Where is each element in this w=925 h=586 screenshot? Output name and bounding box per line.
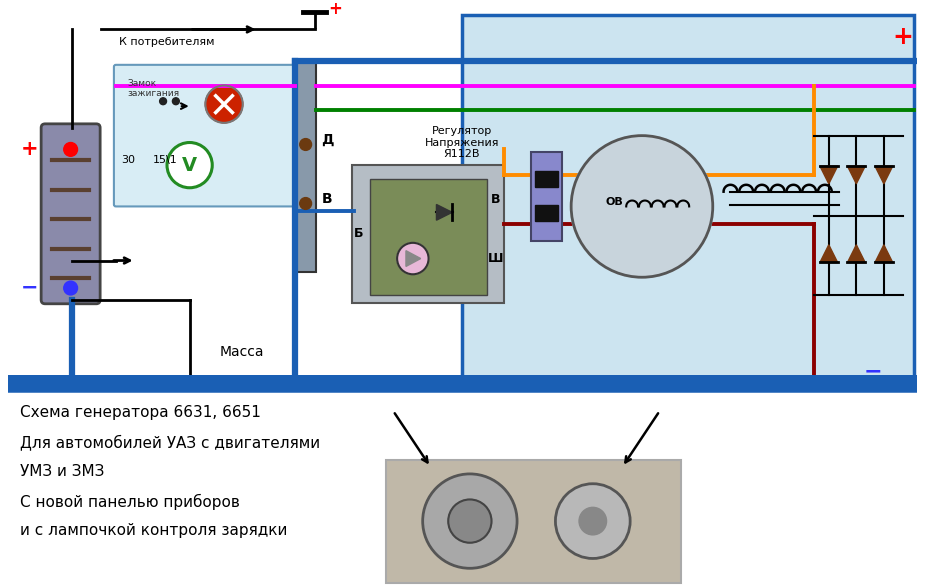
Text: ОВ: ОВ [606,196,623,206]
FancyBboxPatch shape [114,65,300,206]
Text: УМЗ и ЗМЗ: УМЗ и ЗМЗ [19,464,104,479]
Circle shape [449,499,491,543]
FancyBboxPatch shape [41,124,100,304]
Text: Замок
зажигания: Замок зажигания [128,79,179,98]
Bar [531,152,562,241]
Circle shape [167,142,212,188]
Circle shape [172,98,179,105]
Text: В: В [490,193,500,206]
Bar [352,165,504,303]
Circle shape [397,243,428,274]
Bar [7,374,918,389]
Circle shape [300,138,312,151]
Circle shape [160,98,166,105]
Text: Для автомобилей УАЗ с двигателями: Для автомобилей УАЗ с двигателями [19,435,320,451]
Circle shape [579,507,607,535]
Text: V: V [182,156,197,175]
Text: +: + [328,0,342,18]
Text: −: − [20,278,38,298]
Circle shape [555,483,630,558]
Text: С новой панелью приборов: С новой панелью приборов [19,493,240,510]
Text: Б: Б [354,227,364,240]
Text: 15\1: 15\1 [154,155,178,165]
Text: и с лампочкой контроля зарядки: и с лампочкой контроля зарядки [19,523,287,538]
Bar [535,206,559,221]
Text: В: В [321,192,332,206]
Text: 30: 30 [121,155,135,165]
Circle shape [423,474,517,568]
Polygon shape [875,245,893,263]
Polygon shape [847,166,865,184]
Text: Масса: Масса [219,345,264,359]
Text: +: + [892,25,913,49]
Text: Д: Д [321,132,334,146]
Circle shape [300,197,312,209]
Bar [387,460,682,583]
Polygon shape [406,251,421,267]
Circle shape [205,86,242,123]
Bar [462,15,914,379]
Polygon shape [875,166,893,184]
Text: Регулятор
Напряжения
Я112В: Регулятор Напряжения Я112В [425,126,500,159]
Text: Схема генератора 6631, 6651: Схема генератора 6631, 6651 [19,405,260,420]
Circle shape [64,281,78,295]
Polygon shape [847,245,865,263]
Bar [535,171,559,187]
Polygon shape [820,166,838,184]
Text: +: + [20,139,38,159]
Bar [295,61,316,272]
Text: Ш: Ш [487,252,503,265]
Polygon shape [820,245,838,263]
Text: −: − [864,362,882,381]
Polygon shape [437,205,452,220]
Text: К потребителям: К потребителям [119,38,215,47]
Circle shape [64,142,78,156]
Circle shape [571,135,713,277]
Bar [370,179,487,295]
